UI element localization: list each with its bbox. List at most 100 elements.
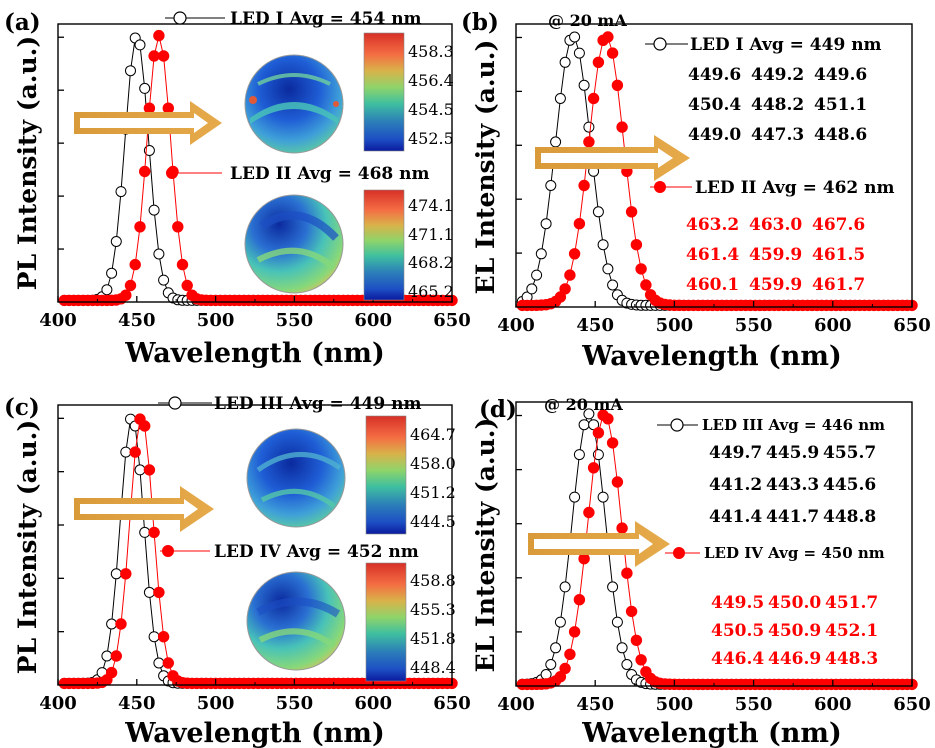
y-axis-label: EL Intensity (a.u.) — [471, 40, 500, 295]
legend-label: LED III Avg = 446 nm — [702, 416, 885, 434]
table-cell: 445.9 — [766, 443, 819, 463]
color-scale-tick: 474.1 — [408, 196, 454, 215]
data-point — [611, 476, 624, 488]
data-point — [148, 631, 160, 643]
table-cell: 448.3 — [825, 649, 878, 669]
wafer-map-1 — [246, 428, 346, 528]
data-point — [640, 279, 652, 291]
data-point — [559, 283, 571, 295]
data-point — [550, 136, 562, 148]
color-scale-tick: 452.5 — [408, 129, 454, 148]
table-cell: 455.7 — [823, 443, 876, 463]
data-point — [587, 462, 600, 474]
color-scale-tick: 444.5 — [410, 512, 456, 531]
data-point — [153, 29, 165, 42]
table-cell: 451.1 — [814, 95, 867, 115]
data-point — [125, 65, 136, 77]
color-scale-tick: 458.0 — [410, 454, 456, 473]
data-point — [124, 279, 137, 292]
data-point — [134, 464, 146, 476]
x-tick-label: 400 — [39, 310, 77, 331]
table-cell: 461.4 — [686, 245, 739, 265]
data-point — [568, 626, 581, 638]
data-point — [573, 594, 586, 606]
table-cell: 441.4 — [709, 507, 762, 527]
color-scale-tick: 458.8 — [410, 571, 456, 590]
legend-series-2: LED IV Avg = 450 nm — [665, 544, 885, 562]
data-point — [592, 56, 605, 68]
data-point — [564, 269, 576, 281]
table-cell: 449.7 — [709, 443, 762, 463]
data-point — [568, 248, 581, 260]
x-tick-label: 550 — [276, 310, 314, 331]
data-point — [545, 659, 557, 670]
data-point — [157, 631, 170, 643]
ticks-layer: 400 450 500 550 600 650 — [39, 36, 471, 331]
data-point — [621, 659, 633, 670]
data-point — [110, 568, 122, 580]
series-layer — [58, 413, 458, 690]
legend-label: LED II Avg = 468 nm — [230, 164, 430, 184]
table-cell: 461.7 — [812, 275, 865, 295]
data-point — [611, 79, 624, 92]
data-point — [616, 522, 628, 534]
data-point — [158, 274, 170, 286]
data-point — [172, 221, 184, 233]
legend-series-1: LED I Avg = 454 nm — [165, 9, 422, 29]
data-point — [611, 616, 623, 628]
legend-series-2: LED II Avg = 468 nm — [166, 164, 430, 184]
data-point — [106, 267, 118, 279]
x-tick-label: 400 — [497, 315, 535, 336]
series-layer — [516, 31, 918, 312]
panel-label: (c) — [4, 394, 40, 421]
data-point — [583, 506, 595, 519]
ticks-layer: 400 450 500 550 600 650 — [39, 417, 471, 714]
color-scale-tick: 465.2 — [408, 282, 454, 301]
color-scale-2: 458.8 455.3 451.8 448.4 — [365, 562, 456, 682]
data-point — [564, 648, 576, 660]
table-cell: 448.6 — [814, 125, 867, 145]
data-point — [559, 581, 571, 593]
table-cell: 449.2 — [751, 65, 804, 85]
table-cell: 459.9 — [749, 275, 802, 295]
x-tick-label: 500 — [197, 310, 235, 331]
data-point — [162, 657, 175, 669]
value-table-2: 463.2 463.0 467.6 461.4 459.9 461.5 460.1 459.9… — [686, 215, 865, 295]
data-point — [139, 526, 151, 538]
data-point — [115, 618, 127, 630]
table-cell: 446.9 — [768, 649, 821, 669]
wafer-map-2 — [246, 571, 346, 671]
data-point — [535, 248, 547, 260]
x-axis-label: Wavelength (nm) — [581, 718, 842, 748]
table-cell: 450.9 — [768, 621, 821, 641]
legend-series-1: LED III Avg = 449 nm — [158, 394, 421, 414]
table-cell: 443.3 — [766, 475, 819, 495]
x-tick-label: 600 — [354, 310, 392, 331]
data-point — [602, 31, 614, 43]
data-point — [578, 79, 590, 91]
x-tick-label: 650 — [893, 315, 931, 336]
series-layer — [58, 29, 458, 307]
data-point — [115, 186, 127, 198]
shift-arrow — [535, 135, 690, 181]
data-point — [583, 408, 595, 420]
data-point — [143, 586, 155, 598]
legend-series-1: LED I Avg = 449 nm — [645, 35, 882, 55]
data-point — [101, 650, 113, 662]
data-point — [616, 642, 628, 654]
data-point — [106, 618, 118, 630]
data-point — [602, 263, 614, 275]
data-point — [110, 650, 123, 662]
data-point — [110, 236, 122, 247]
color-scale-1: 464.7 458.0 451.2 444.5 — [365, 415, 456, 535]
data-point — [120, 289, 132, 301]
shift-arrow — [528, 521, 670, 567]
color-scale-tick: 464.7 — [410, 425, 456, 444]
value-table-2: 449.5 450.0 451.7 450.5 450.9 452.1 446.4 446.9… — [711, 593, 878, 669]
x-tick-label: 450 — [118, 310, 156, 331]
ticks-layer: 400 450 500 550 600 650 — [497, 414, 931, 715]
table-cell: 450.5 — [711, 621, 764, 641]
table-cell: 446.4 — [711, 649, 764, 669]
table-cell: 452.1 — [825, 621, 878, 641]
color-scale-tick: 468.2 — [408, 253, 454, 272]
